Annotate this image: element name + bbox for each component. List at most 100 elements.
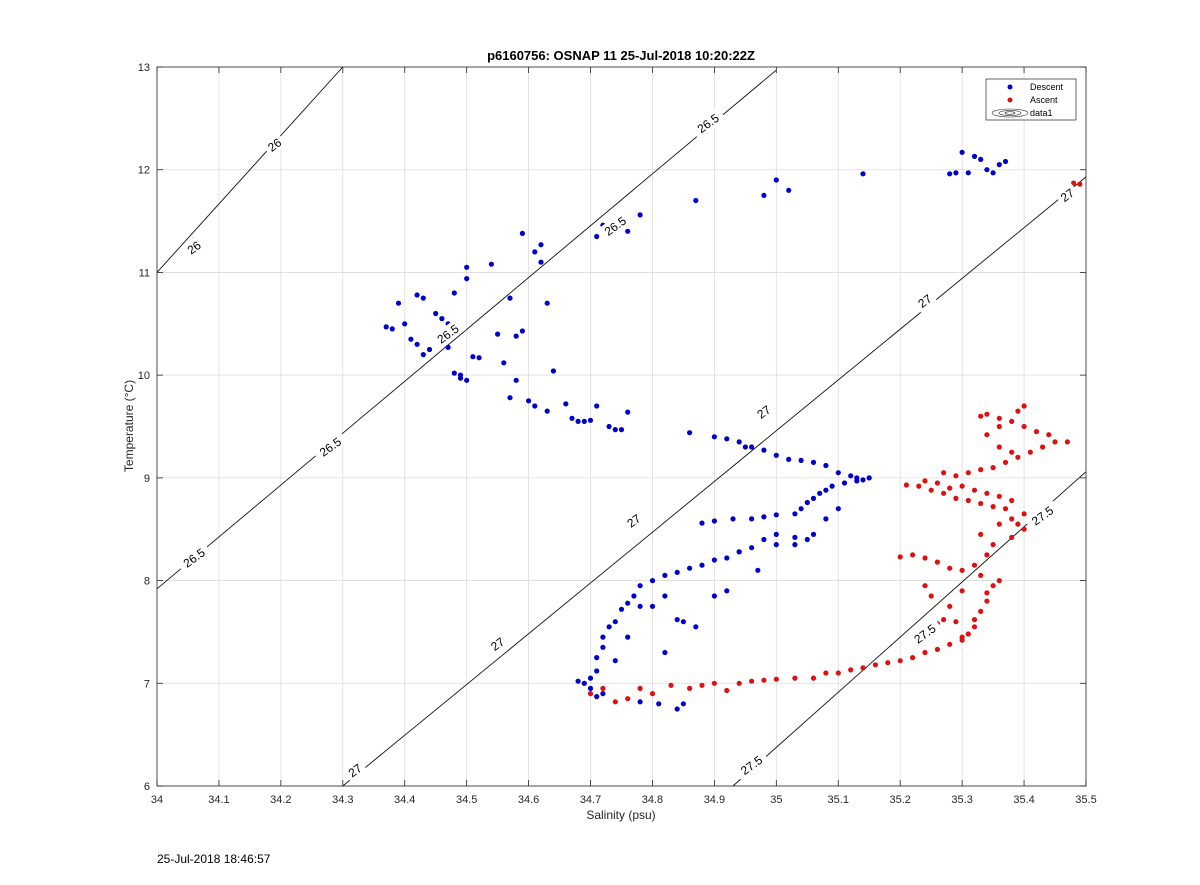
descent-point [575,418,581,424]
ascent-point [1052,439,1058,445]
descent-point [854,478,860,484]
legend-descent-label: Descent [1030,82,1064,92]
ascent-point [749,678,755,684]
ascent-point [953,495,959,501]
y-tick-label: 12 [138,165,150,177]
descent-point [594,655,600,661]
ascent-point [903,482,910,488]
grid-lines [156,66,1087,787]
descent-point [674,569,680,576]
y-tick-label: 8 [144,576,150,588]
ascent-point [990,542,996,548]
x-tick-label: 34.3 [332,794,353,806]
ascent-point [1027,449,1033,455]
descent-point [544,300,550,306]
ascent-point [1033,429,1040,435]
descent-point [810,531,817,538]
x-tick-label: 34 [151,794,163,806]
ascent-point [637,685,643,692]
descent-point [433,310,439,317]
descent-point [773,542,779,548]
ascent-point [996,423,1002,430]
y-tick-label: 13 [138,62,150,74]
descent-point [761,447,767,453]
ascent-point [978,608,984,615]
descent-point [625,228,631,234]
contour-label-bg [689,107,727,140]
descent-point [792,542,798,548]
descent-point [600,644,606,650]
descent-point [587,675,594,681]
ascent-point [922,478,928,484]
ascent-point [872,662,879,668]
descent-point [464,276,470,282]
x-tick-label: 34.4 [394,794,415,806]
descent-point [674,617,680,623]
descent-point [445,344,451,350]
ascent-point [941,470,947,476]
ascent-point [978,413,984,419]
descent-point [978,156,984,162]
descent-point [495,331,501,337]
descent-point [699,562,705,568]
ascent-point [761,677,767,683]
ascent-point [922,583,928,589]
descent-point [470,354,476,360]
ascent-point [959,634,965,640]
descent-point [786,187,792,193]
descent-point [841,480,848,486]
descent-point [581,418,587,424]
descent-point [959,149,965,155]
descent-point [724,588,730,594]
descent-point [488,261,494,267]
x-tick-label: 34.1 [208,794,229,806]
ascent-point [984,490,990,496]
ascent-point [860,665,866,671]
ascent-point [1002,506,1009,512]
legend-data1-label: data1 [1030,108,1053,118]
descent-point [631,593,637,599]
contour-label: 26 [181,235,207,260]
x-tick-label: 35.4 [1013,794,1034,806]
contour-label-bg [311,430,349,463]
ascent-point [984,411,990,417]
descent-point [414,341,420,347]
descent-point [773,512,779,518]
descent-point [810,459,817,465]
descent-point [451,290,457,296]
contour-label: 27.5 [733,748,770,782]
contour-label: 27.5 [906,617,943,650]
contour-label-bg [912,288,938,313]
descent-point [612,427,618,433]
ascent-point [687,685,693,692]
descent-point [687,430,693,436]
descent-point [606,423,612,430]
descent-point [680,701,687,707]
ascent-point [984,432,990,438]
chart-title: p6160756: OSNAP 11 25-Jul-2018 10:20:22Z [487,48,755,63]
descent-point [662,593,668,599]
descent-point [625,634,631,640]
descent-point [860,477,866,483]
descent-point [810,495,817,501]
ascent-point [910,655,916,661]
contour-label-bg [342,758,368,783]
descent-point [414,292,420,298]
ascent-point [941,617,947,623]
ascent-point [990,583,996,589]
descent-point [693,197,699,204]
descent-point [823,487,829,493]
isopycnal-line-27-5 [732,471,1087,787]
y-tick-label: 9 [144,473,150,485]
x-tick-label: 35.5 [1075,794,1096,806]
ascent-point [625,696,631,702]
x-tick-label: 35.3 [951,794,972,806]
descent-point [823,462,829,469]
descent-point [532,403,538,409]
ascent-point [922,555,928,561]
ascent-point [835,670,841,676]
descent-point [637,583,643,589]
ascent-point [928,593,934,599]
ascent-point [959,567,965,573]
x-tick-label: 34.9 [704,794,725,806]
